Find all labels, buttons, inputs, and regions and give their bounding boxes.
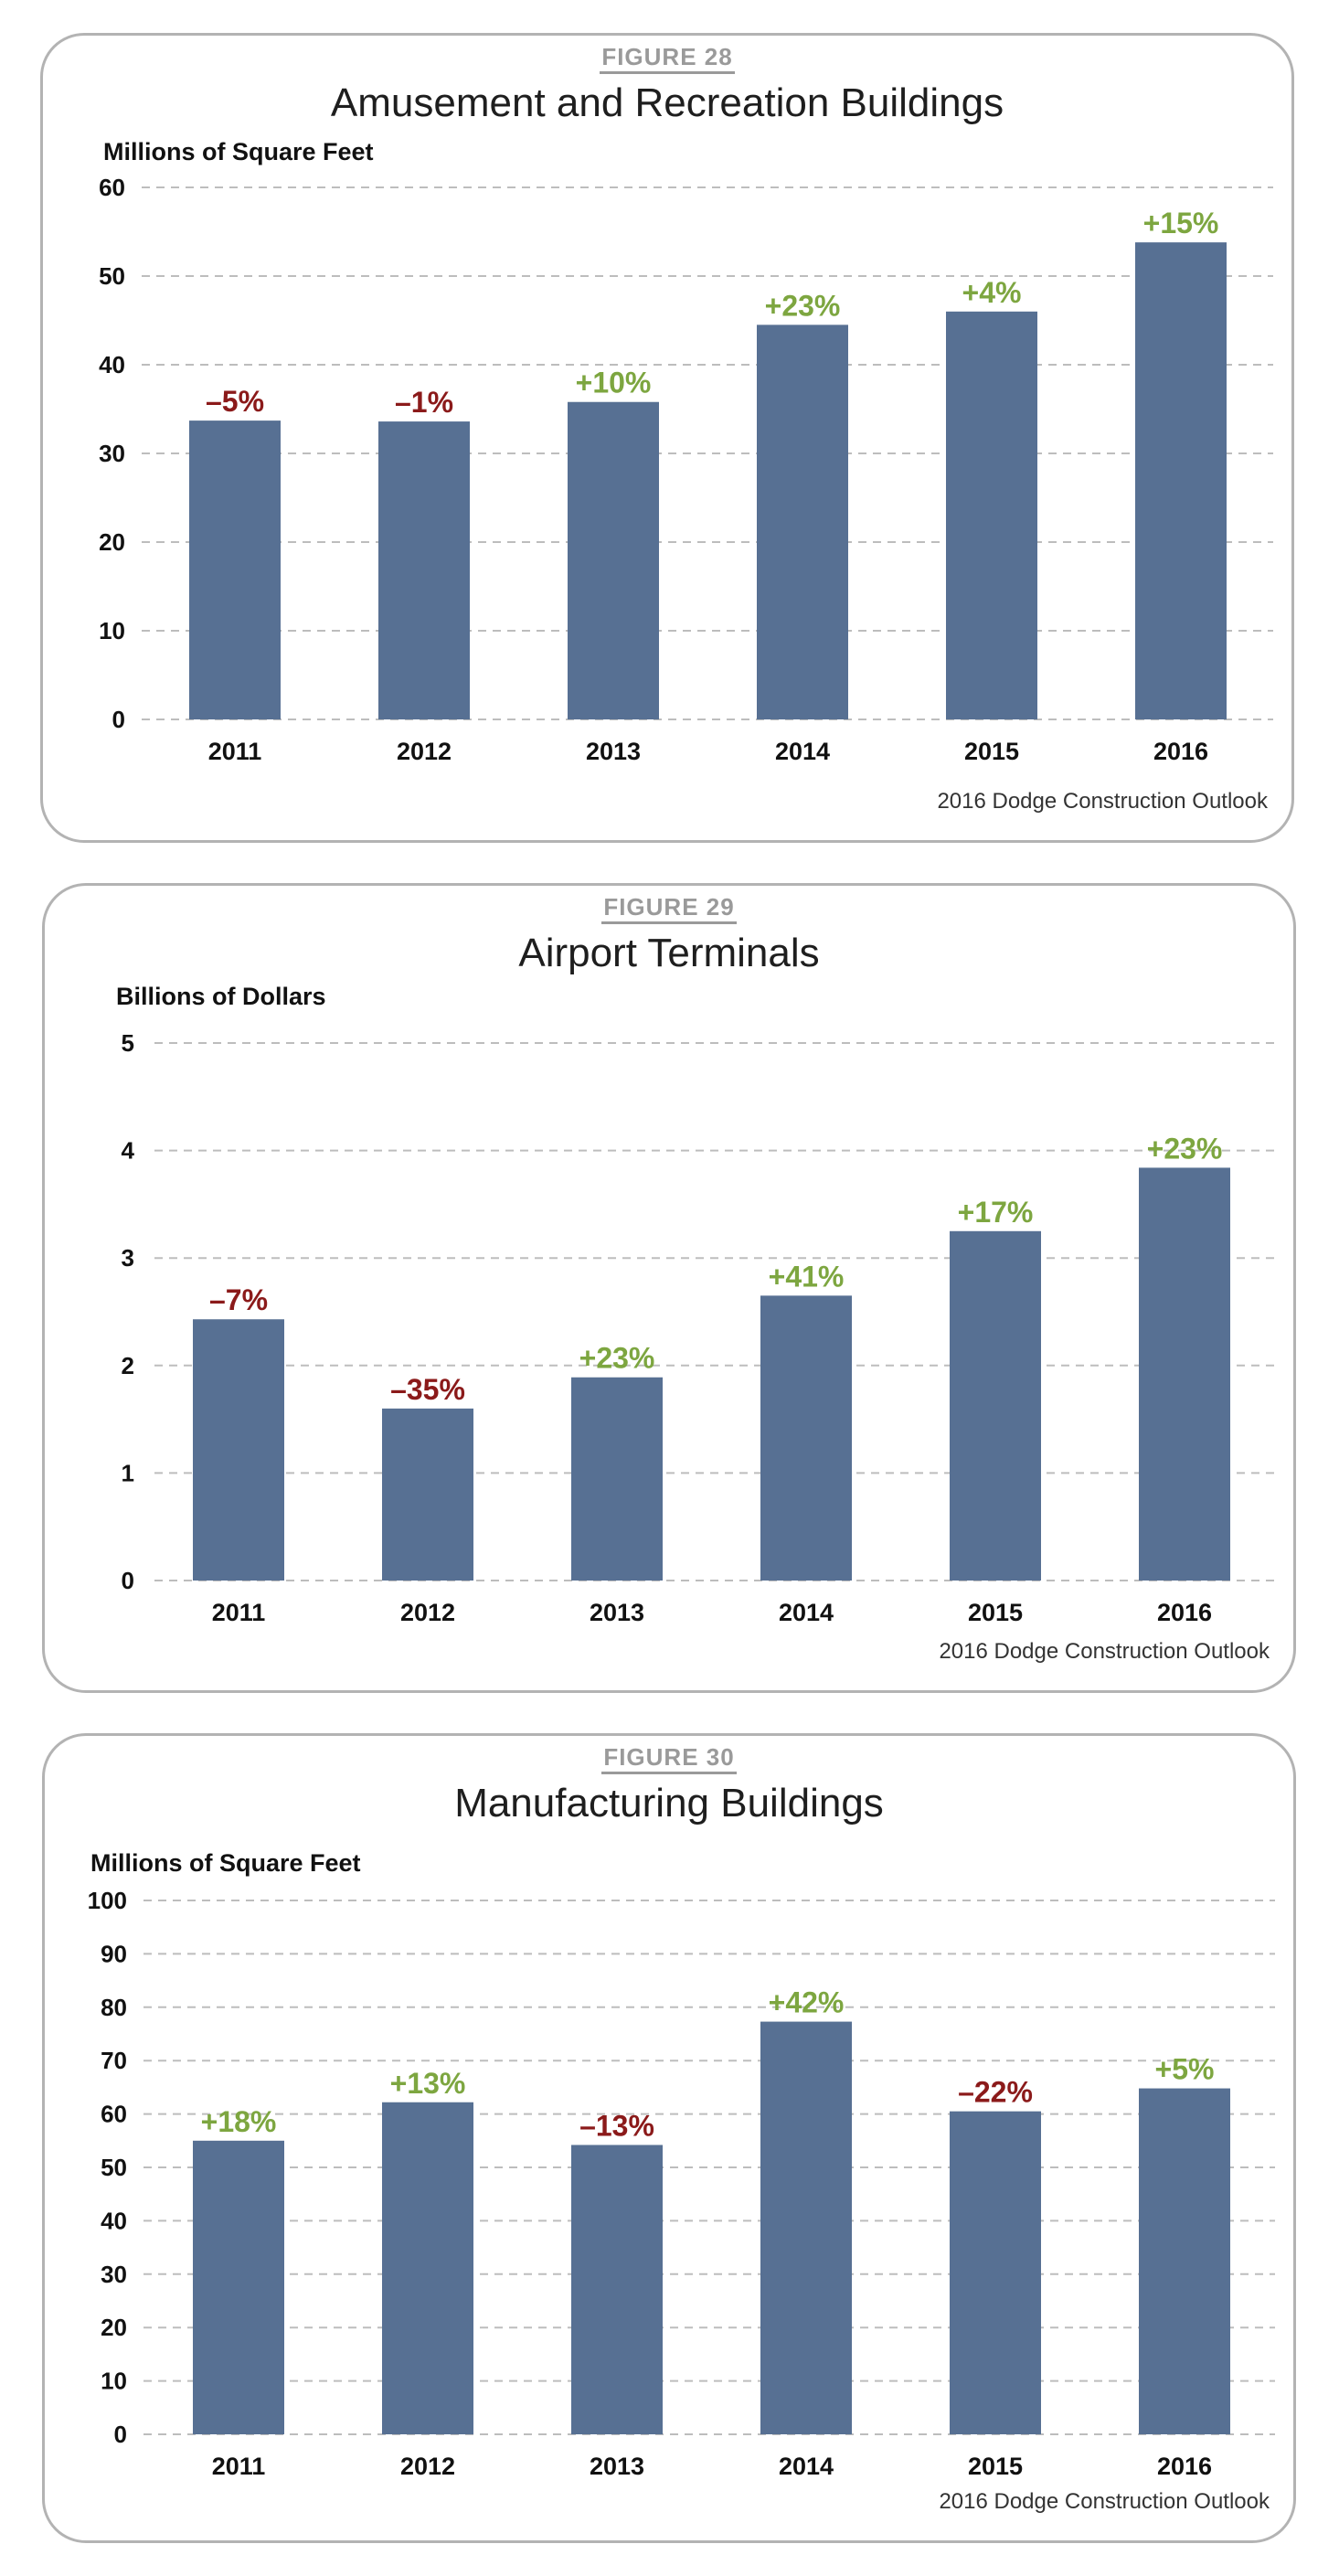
y-tick-label: 10 (101, 2368, 127, 2395)
bar-2012 (382, 2102, 473, 2434)
y-tick-label: 10 (99, 617, 125, 644)
bar-chart-manufacturing: 0 10 20 30 40 50 60 70 80 90 100 +18% 2011 +13% 2012 –1… (88, 1887, 1275, 2480)
bar-2014 (757, 325, 848, 719)
y-tick-label: 3 (122, 1244, 134, 1272)
bar-change-label: +5% (1155, 2053, 1215, 2086)
y-tick-label: 80 (101, 1994, 127, 2021)
y-tick-label: 0 (112, 706, 125, 733)
y-tick-label: 0 (122, 1567, 134, 1594)
y-tick-label: 1 (122, 1459, 134, 1486)
bar-change-label: +15% (1143, 207, 1219, 240)
y-tick-label: 20 (101, 2314, 127, 2341)
x-category-label: 2016 (1157, 2453, 1212, 2480)
y-tick-label: 60 (99, 174, 125, 201)
figure-30-panel: FIGURE 30 Manufacturing Buildings Millio… (42, 1733, 1296, 2543)
x-category-label: 2014 (779, 2453, 834, 2480)
y-tick-label: 30 (99, 440, 125, 467)
y-tick-label: 20 (99, 528, 125, 556)
chart-title: Airport Terminals (518, 931, 820, 975)
x-category-label: 2015 (964, 738, 1019, 765)
bar-change-label: +18% (201, 2105, 277, 2138)
y-tick-label: 5 (122, 1029, 134, 1057)
bar-change-label: +23% (579, 1342, 655, 1375)
bar-2011 (189, 420, 281, 719)
x-category-label: 2016 (1157, 1599, 1212, 1626)
y-tick-label: 0 (114, 2421, 127, 2448)
y-tick-label: 90 (101, 1940, 127, 1967)
x-category-label: 2011 (212, 1599, 266, 1626)
bar-change-label: +41% (769, 1260, 845, 1293)
x-category-label: 2013 (590, 2453, 644, 2480)
x-category-label: 2015 (968, 1599, 1023, 1626)
x-category-label: 2012 (400, 1599, 455, 1626)
x-category-label: 2015 (968, 2453, 1023, 2480)
y-axis-label: Millions of Square Feet (90, 1849, 361, 1877)
bar-change-label: –7% (209, 1283, 268, 1316)
source-note: 2016 Dodge Construction Outlook (937, 789, 1268, 814)
bar-chart-airport: 0 1 2 3 4 5 –7% 2011 –35% 2012 +23% 2013 +41% 2014 +17… (122, 1029, 1275, 1626)
bar-change-label: –22% (958, 2076, 1033, 2109)
bar-2015 (950, 1230, 1041, 1581)
bar-2014 (760, 1295, 852, 1581)
bar-2013 (571, 1377, 663, 1581)
bar-2016 (1139, 2088, 1230, 2434)
bar-change-label: +4% (962, 276, 1022, 309)
chart-title: Manufacturing Buildings (454, 1781, 884, 1826)
figure-number: FIGURE 29 (601, 893, 737, 924)
x-category-label: 2012 (397, 738, 452, 765)
figure-number: FIGURE 28 (600, 43, 735, 74)
chart-title: Amusement and Recreation Buildings (330, 80, 1004, 125)
y-tick-label: 40 (101, 2207, 127, 2234)
x-category-label: 2013 (586, 738, 641, 765)
source-note: 2016 Dodge Construction Outlook (939, 1639, 1270, 1664)
bar-2015 (950, 2111, 1041, 2434)
bar-2012 (378, 421, 470, 719)
x-category-label: 2014 (779, 1599, 834, 1626)
x-category-label: 2013 (590, 1599, 644, 1626)
bar-change-label: +10% (576, 367, 652, 399)
bar-chart-amusement: 0 10 20 30 40 50 60 –5% 2011 –1% 2012 +10% 2013 +23% 2… (99, 174, 1273, 765)
y-tick-label: 2 (122, 1352, 134, 1379)
bar-change-label: +42% (769, 1986, 845, 2019)
bar-change-label: +23% (765, 289, 841, 322)
y-tick-label: 100 (88, 1887, 127, 1914)
figure-29-panel: FIGURE 29 Airport Terminals Billions of … (42, 883, 1296, 1693)
bar-2012 (382, 1408, 473, 1581)
y-tick-label: 70 (101, 2047, 127, 2074)
y-tick-label: 30 (101, 2261, 127, 2288)
bar-2013 (571, 2145, 663, 2434)
x-category-label: 2016 (1153, 738, 1208, 765)
y-tick-label: 4 (122, 1137, 135, 1165)
bar-change-label: –5% (206, 385, 264, 418)
y-axis-label: Billions of Dollars (116, 983, 326, 1010)
y-tick-label: 50 (101, 2154, 127, 2181)
figure-number: FIGURE 30 (601, 1743, 737, 1774)
bar-2016 (1135, 242, 1227, 719)
x-category-label: 2011 (208, 738, 262, 765)
source-note: 2016 Dodge Construction Outlook (939, 2489, 1270, 2514)
bar-2016 (1139, 1167, 1230, 1581)
bar-change-label: –13% (579, 2109, 654, 2142)
bar-change-label: +17% (958, 1196, 1034, 1229)
y-axis-label: Millions of Square Feet (103, 138, 374, 165)
bar-2013 (568, 401, 659, 719)
y-tick-label: 60 (101, 2101, 127, 2128)
bar-change-label: +23% (1147, 1132, 1223, 1165)
x-category-label: 2011 (212, 2453, 266, 2480)
bar-2011 (193, 2140, 284, 2434)
bar-change-label: –35% (390, 1373, 465, 1406)
x-category-label: 2014 (775, 738, 830, 765)
bar-change-label: –1% (395, 386, 453, 419)
x-category-label: 2012 (400, 2453, 455, 2480)
bar-2015 (946, 311, 1037, 719)
y-tick-label: 40 (99, 351, 125, 378)
y-tick-label: 50 (99, 262, 125, 290)
bar-2011 (193, 1319, 284, 1581)
figure-28-panel: FIGURE 28 Amusement and Recreation Build… (40, 33, 1294, 843)
bar-change-label: +13% (390, 2067, 466, 2100)
bar-2014 (760, 2021, 852, 2434)
